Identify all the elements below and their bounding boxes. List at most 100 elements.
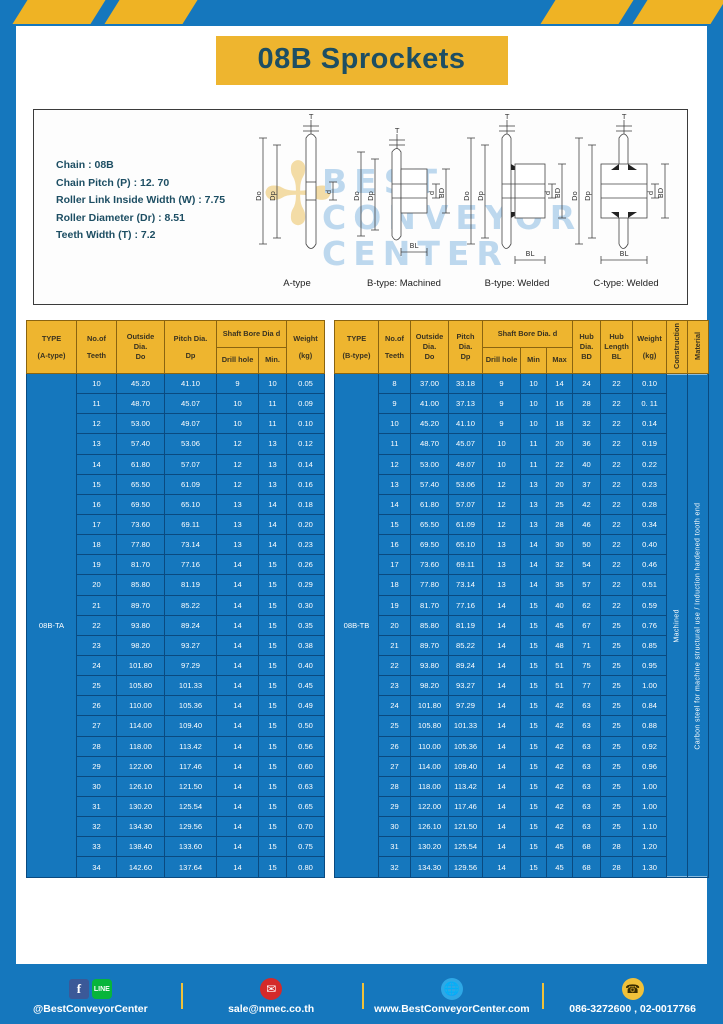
table-cell-3: 9 <box>482 372 521 395</box>
table-cell-3: 14 <box>216 634 259 656</box>
table-row: 19 81.70 77.16 14 15 40 62 22 0.59 <box>335 594 709 616</box>
th-b-max: Max <box>545 346 574 374</box>
table-cell-4: 15 <box>520 775 547 797</box>
table-cell-5: 0.09 <box>286 393 325 415</box>
table-cell-1: 101.80 <box>116 654 165 677</box>
table-cell-3: 12 <box>482 473 521 495</box>
table-cell-6: 37 <box>572 473 602 495</box>
b-type-table: TYPE (B-type) No.of Teeth Outside Dia. D… <box>334 320 710 878</box>
table-cell-8: 0.76 <box>632 614 668 636</box>
table-row: 23 98.20 93.27 14 15 0.38 <box>27 634 325 656</box>
label-b-type-machined: B-type: Machined <box>367 278 441 289</box>
table-cell-0: 33 <box>76 836 117 858</box>
footer-label-facebook: @BestConveyorCenter <box>33 1003 148 1015</box>
phone-icon[interactable]: ☎ <box>621 978 644 1000</box>
footer-item-website[interactable]: 🌐 www.BestConveyorCenter.com <box>361 977 543 1015</box>
table-row: 9 41.00 37.13 9 10 16 28 22 0. 11 <box>335 393 709 415</box>
table-cell-7: 22 <box>600 534 634 556</box>
table-cell-2: 113.42 <box>164 735 217 757</box>
table-cell-2: 49.07 <box>448 453 483 475</box>
table-row: 30 126.10 121.50 14 15 42 63 25 1.10 <box>335 816 709 838</box>
table-cell-3: 14 <box>482 695 521 717</box>
table-cell-2: 61.09 <box>164 473 217 495</box>
table-cell-2: 97.29 <box>448 695 483 717</box>
table-row: 11 48.70 45.07 10 11 0.09 <box>27 393 325 415</box>
table-cell-4: 15 <box>258 715 287 737</box>
table-cell-1: 142.60 <box>116 856 165 878</box>
table-cell-1: 118.00 <box>410 775 449 797</box>
table-cell-3: 14 <box>482 735 521 757</box>
table-cell-3: 14 <box>216 554 259 576</box>
footer-item-email[interactable]: ✉ sale@nmec.co.th <box>180 977 362 1015</box>
table-cell-5: 32 <box>545 554 574 576</box>
table-cell-1: 45.20 <box>116 372 165 395</box>
table-cell-2: 81.19 <box>164 574 217 596</box>
table-row: 18 77.80 73.14 13 14 0.23 <box>27 534 325 556</box>
table-cell-7: 25 <box>600 715 634 737</box>
table-cell-1: 69.50 <box>410 534 449 556</box>
table-cell-5: 0.60 <box>286 755 325 777</box>
footer-item-phone[interactable]: ☎ 086-3272600 , 02-0017766 <box>542 977 723 1015</box>
globe-icon[interactable]: 🌐 <box>440 978 463 1000</box>
table-cell-5: 0.14 <box>286 453 325 475</box>
table-cell-3: 14 <box>216 715 259 737</box>
table-cell-1: 65.50 <box>116 473 165 495</box>
table-cell-1: 81.70 <box>410 594 449 616</box>
table-cell-2: 129.56 <box>164 816 217 838</box>
th-a-teeth: No.of Teeth <box>76 320 117 374</box>
table-cell-3: 14 <box>216 755 259 777</box>
table-cell-5: 0.75 <box>286 836 325 858</box>
svg-text:d: d <box>428 191 436 195</box>
footer-item-facebook[interactable]: f LINE @BestConveyorCenter <box>0 977 181 1015</box>
table-cell-4: 14 <box>520 534 547 556</box>
table-cell-1: 114.00 <box>116 715 165 737</box>
facebook-icon[interactable]: f <box>68 979 89 999</box>
table-cell-0: 20 <box>378 614 411 636</box>
table-row: 21 89.70 85.22 14 15 0.30 <box>27 594 325 616</box>
table-cell-1: 134.30 <box>410 856 449 878</box>
table-cell-0: 32 <box>76 816 117 838</box>
table-cell-4: 14 <box>258 493 287 515</box>
table-cell-5: 42 <box>545 735 574 757</box>
table-row: 20 85.80 81.19 14 15 0.29 <box>27 574 325 596</box>
table-cell-1: 118.00 <box>116 735 165 757</box>
table-cell-3: 12 <box>216 453 259 475</box>
table-cell-4: 15 <box>520 735 547 757</box>
table-cell-2: 45.07 <box>164 393 217 415</box>
table-cell-1: 53.00 <box>410 453 449 475</box>
email-icon[interactable]: ✉ <box>260 978 283 1000</box>
table-cell-7: 25 <box>600 654 634 677</box>
label-b-type-welded: B-type: Welded <box>484 278 550 289</box>
table-cell-4: 13 <box>520 513 547 536</box>
table-cell-1: 73.60 <box>410 554 449 576</box>
th-b-bore-group: Shaft Bore Dia. d <box>481 320 574 348</box>
table-cell-2: 33.18 <box>448 372 483 395</box>
table-cell-4: 11 <box>520 453 547 475</box>
table-cell-5: 42 <box>545 795 574 818</box>
table-cell-3: 14 <box>216 735 259 757</box>
table-cell-4: 10 <box>258 372 287 395</box>
table-cell-4: 15 <box>520 836 547 858</box>
line-icon[interactable]: LINE <box>91 979 112 999</box>
table-cell-4: 10 <box>520 393 547 415</box>
table-row: 18 77.80 73.14 13 14 35 57 22 0.51 <box>335 574 709 596</box>
table-cell-0: 10 <box>378 413 411 435</box>
table-cell-7: 22 <box>600 493 634 515</box>
table-cell-3: 12 <box>482 513 521 536</box>
table-cell-6: 63 <box>572 695 602 717</box>
table-cell-8: 0.19 <box>632 433 668 455</box>
table-cell-2: 49.07 <box>164 413 217 435</box>
table-cell-8: 1.00 <box>632 795 668 818</box>
table-cell-2: 101.33 <box>164 675 217 697</box>
table-cell-2: 77.16 <box>164 554 217 576</box>
table-cell-5: 0.38 <box>286 634 325 656</box>
table-cell-1: 89.70 <box>410 634 449 656</box>
table-cell-1: 48.70 <box>116 393 165 415</box>
table-cell-2: 117.46 <box>164 755 217 777</box>
table-cell-7: 25 <box>600 795 634 818</box>
table-cell-5: 20 <box>545 473 574 495</box>
table-cell-0: 20 <box>76 574 117 596</box>
table-cell-3: 14 <box>216 654 259 677</box>
table-cell-0: 16 <box>76 493 117 515</box>
table-cell-5: 0.80 <box>286 856 325 878</box>
